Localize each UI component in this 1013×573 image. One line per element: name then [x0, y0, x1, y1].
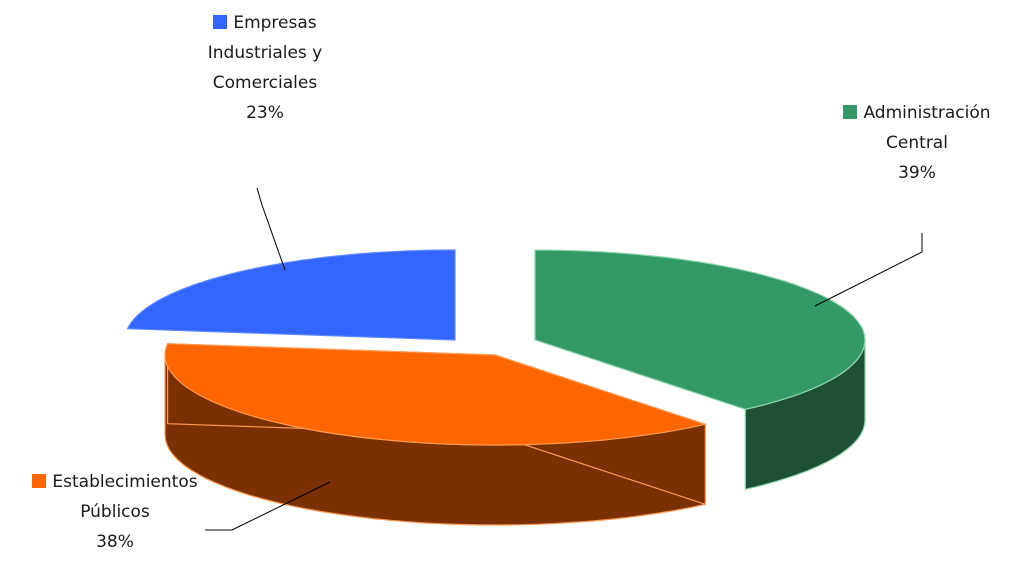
slice-percent-label: 23%	[246, 103, 284, 123]
slice-label-line: Industriales y	[207, 43, 323, 63]
slice-label-line: Públicos	[80, 502, 150, 522]
leader-line-emp	[256, 187, 286, 271]
slice-label-line: Comerciales	[212, 73, 318, 93]
legend-swatch-establecimientos-publicos	[32, 474, 47, 488]
leader-line-admin	[814, 233, 923, 307]
slice-label-line: Empresas	[233, 13, 317, 33]
slice-percent-label: 38%	[96, 532, 134, 552]
legend-swatch-empresas-industriales	[213, 15, 228, 29]
slice-percent-label: 39%	[898, 163, 936, 183]
pie-slice-admin	[534, 249, 866, 410]
slice-label-administracion-central: Administración Central 39%	[812, 98, 1013, 188]
slice-label-line: Central	[886, 133, 948, 153]
pie-slice-est	[164, 343, 708, 446]
leader-line-est	[205, 481, 331, 531]
pie-slice-emp	[126, 249, 456, 341]
slice-label-establecimientos-publicos: Establecimientos Públicos 38%	[0, 467, 230, 557]
slice-label-line: Administración	[863, 103, 991, 123]
slice-label-line: Establecimientos	[52, 472, 198, 492]
slice-label-empresas-industriales: Empresas Industriales y Comerciales 23%	[150, 8, 380, 128]
legend-swatch-administracion-central	[843, 105, 858, 119]
